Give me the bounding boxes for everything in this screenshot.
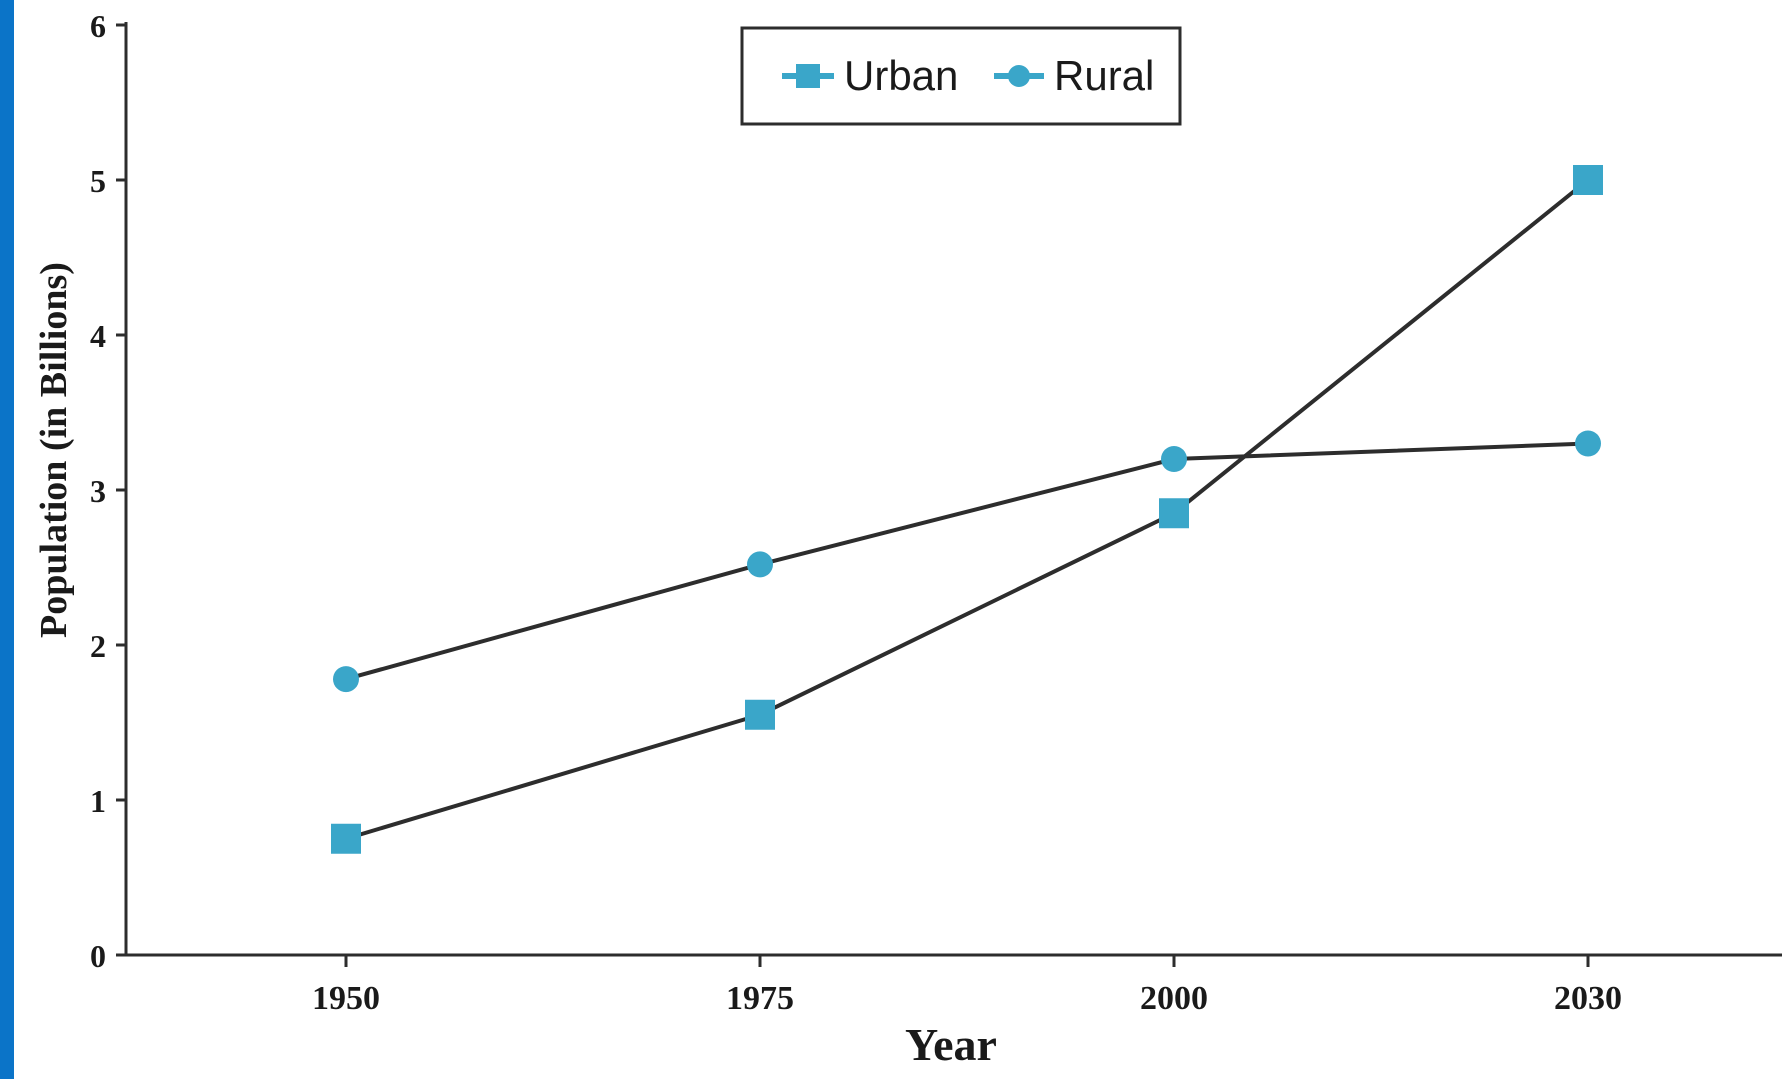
legend-urban-square-icon: [796, 64, 820, 88]
urban-series-line: [345, 178, 1590, 841]
urban-point-2030: [1573, 165, 1603, 195]
legend-rural-circle-icon: [1008, 65, 1030, 87]
legend-rural-label: Rural: [1054, 52, 1154, 99]
legend: Urban Rural: [740, 26, 1182, 126]
chart-panel: 0 1 2 3 4 5 6 1950 1975 2000 2030 Year Population…: [14, 0, 1791, 1079]
urban-point-2000: [1159, 498, 1189, 529]
y-tick-label: 5: [90, 163, 106, 199]
x-tick-label: 2030: [1554, 980, 1622, 1017]
y-tick-label: 6: [90, 8, 106, 44]
x-axis-title: Year: [905, 1019, 997, 1070]
rural-point-1950: [333, 666, 359, 693]
legend-item-urban: Urban: [782, 52, 958, 99]
rural-point-2030: [1575, 430, 1601, 457]
legend-urban-label: Urban: [844, 52, 958, 99]
y-tick-label: 3: [90, 473, 106, 509]
urban-point-1950: [331, 823, 361, 854]
series-layer: [331, 165, 1603, 854]
y-axis-title: Population (in Billions): [33, 262, 75, 638]
x-tick-label: 1950: [312, 980, 380, 1017]
rural-series-line: [345, 441, 1589, 682]
line-chart: 0 1 2 3 4 5 6 1950 1975 2000 2030 Year Population…: [33, 8, 1782, 1070]
rural-point-1975: [747, 551, 773, 578]
axes: [124, 22, 1782, 957]
y-tick-label: 1: [90, 783, 106, 819]
rural-point-2000: [1161, 446, 1187, 472]
x-tick-label: 2000: [1140, 980, 1208, 1017]
x-ticks: 1950 1975 2000 2030: [312, 955, 1622, 1017]
y-tick-label: 2: [90, 628, 106, 664]
y-ticks: 0 1 2 3 4 5 6: [90, 8, 126, 974]
urban-point-1975: [745, 699, 775, 730]
y-tick-label: 4: [90, 318, 106, 354]
legend-item-rural: Rural: [994, 52, 1154, 99]
y-tick-label: 0: [90, 938, 106, 974]
x-tick-label: 1975: [726, 980, 794, 1017]
